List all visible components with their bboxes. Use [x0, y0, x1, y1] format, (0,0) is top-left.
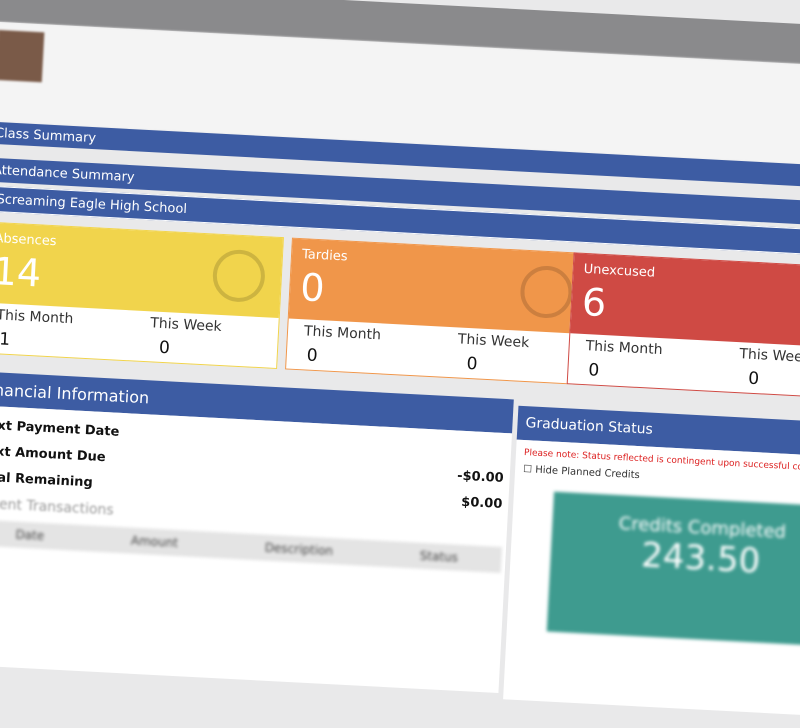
- attendance-card: Unexcused 6 This Month This Week 0 0: [566, 252, 800, 400]
- table-header: Date Amount Description Status: [0, 519, 503, 573]
- week-label: This Week: [457, 331, 530, 352]
- section-title: Financial Information: [0, 379, 150, 407]
- card-title: Unexcused: [583, 261, 656, 281]
- school-name: Screaming Eagle High School: [0, 191, 188, 217]
- month-label: This Month: [585, 338, 663, 359]
- week-value: 0: [158, 337, 171, 359]
- month-value: 0: [587, 360, 600, 381]
- subheading: Recent Transactions: [0, 495, 115, 519]
- row-label: Total Remaining: [0, 469, 94, 491]
- card-icon: [519, 264, 574, 320]
- attendance-card: Absences 14 This Month This Week 1 0: [0, 221, 284, 370]
- card-total: 6: [580, 279, 608, 326]
- week-value: 0: [747, 368, 760, 390]
- credits-box: Credits Completed 243.50: [546, 491, 800, 648]
- card-header: Tardies 0: [288, 238, 591, 335]
- month-value: 0: [306, 345, 319, 367]
- card-total: 0: [299, 265, 326, 311]
- row-value: -$0.00: [456, 468, 505, 487]
- checkbox[interactable]: ☐ Hide Planned Credits: [522, 464, 640, 482]
- week-label: This Week: [739, 346, 800, 366]
- section-title: Attendance Summary: [0, 162, 135, 185]
- graduation-panel: Please note: Status reflected is conting…: [503, 439, 800, 719]
- month-label: This Month: [303, 323, 382, 344]
- week-label: This Week: [149, 315, 223, 336]
- card-title: Tardies: [301, 247, 348, 265]
- row-label: Next Payment Date: [0, 417, 120, 440]
- card-title: Absences: [0, 231, 57, 250]
- column-header: Date: [15, 527, 45, 544]
- card-header: Absences 14: [0, 222, 283, 319]
- column-header: Amount: [130, 533, 179, 551]
- section-title: Graduation Status: [525, 415, 654, 438]
- card-icon: [211, 248, 267, 304]
- row-label: Next Amount Due: [0, 443, 107, 466]
- row-value: $0.00: [460, 494, 503, 512]
- checkbox-label: Hide Planned Credits: [534, 464, 640, 482]
- month-label: This Month: [0, 307, 74, 328]
- column-header: Status: [419, 548, 459, 565]
- column-header: Description: [264, 540, 334, 559]
- card-header: Unexcused 6: [570, 253, 800, 349]
- month-value: 1: [0, 329, 11, 350]
- week-value: 0: [466, 353, 478, 375]
- financial-panel: Next Payment Date Next Amount Due -$0.00…: [0, 405, 513, 694]
- student-photo: [0, 29, 45, 83]
- attendance-card: Tardies 0 This Month This Week 0 0: [285, 237, 592, 386]
- section-title: Class Summary: [0, 125, 97, 146]
- card-total: 14: [0, 249, 43, 296]
